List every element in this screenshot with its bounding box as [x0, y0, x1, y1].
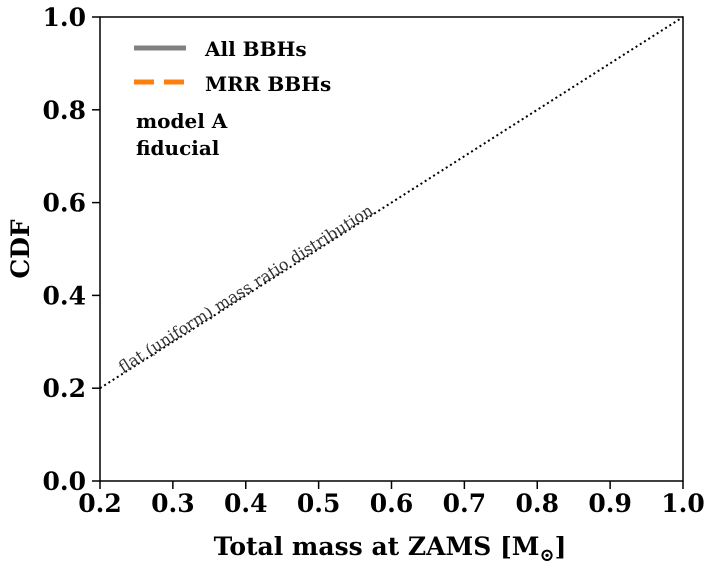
y-tick-label: 1.0: [43, 3, 87, 32]
annotation-variant: fiducial: [136, 136, 220, 160]
y-tick-label: 0.4: [43, 281, 87, 310]
legend: All BBHs MRR BBHs: [134, 37, 331, 96]
x-tick-label: 0.9: [588, 489, 632, 518]
x-tick-label: 0.6: [370, 489, 414, 518]
xlabel: Total mass at ZAMS [M⊙]: [214, 532, 567, 566]
y-tick-label: 0.2: [43, 374, 87, 403]
x-tick-label: 0.8: [516, 489, 560, 518]
x-tick-label: 1.0: [661, 489, 705, 518]
legend-label-mrr-bbhs: MRR BBHs: [205, 72, 331, 96]
ylabel: CDF: [6, 219, 35, 279]
axis-ticks: 0.2 0.3 0.4 0.5 0.6 0.7 0.8 0.9 1.00.00.20.40.60…: [43, 3, 705, 518]
reference-line-label: flat (uniform) mass ratio distribution: [115, 201, 376, 377]
x-tick-label: 0.5: [297, 489, 341, 518]
reference-line: [99, 16, 684, 390]
reference-line-group: flat (uniform) mass ratio distribution: [99, 16, 684, 390]
plot-frame: [99, 16, 684, 482]
x-tick-label: 0.7: [443, 489, 487, 518]
annotation-model: model A: [136, 109, 228, 133]
y-tick-label: 0.6: [43, 189, 87, 218]
x-tick-label: 0.2: [78, 489, 122, 518]
y-tick-label: 0.0: [43, 467, 87, 496]
y-tick-label: 0.8: [43, 96, 87, 125]
x-tick-label: 0.3: [151, 489, 195, 518]
legend-label-all-bbhs: All BBHs: [204, 37, 307, 61]
x-tick-label: 0.4: [224, 489, 268, 518]
